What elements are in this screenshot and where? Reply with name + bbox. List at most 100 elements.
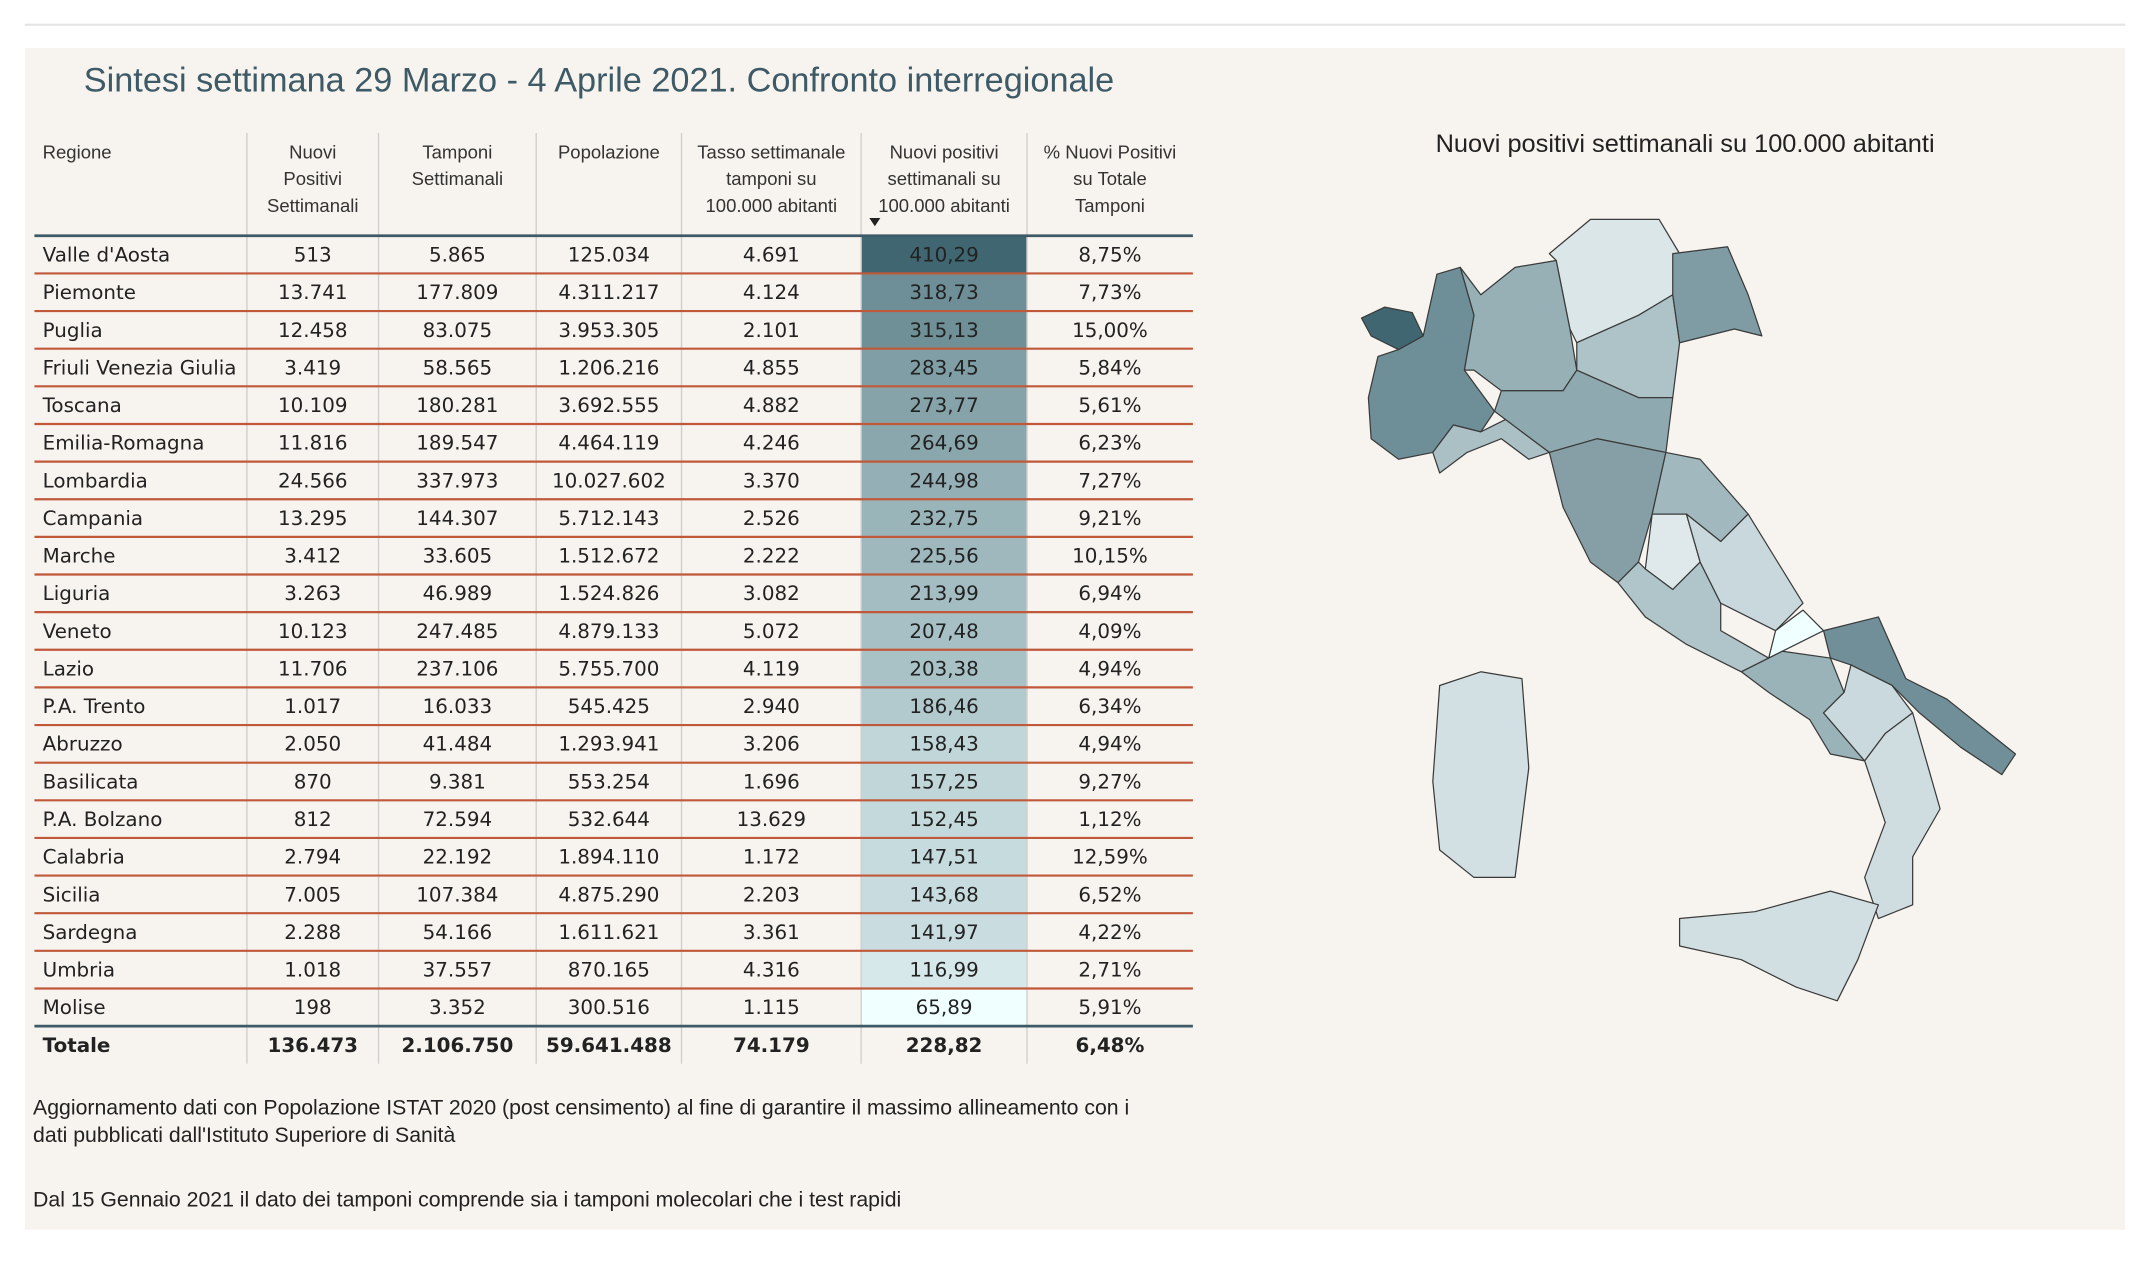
cell: 10.109 <box>278 394 348 417</box>
cell: 318,73 <box>909 281 979 304</box>
cell: 11.706 <box>278 657 348 680</box>
cell: 553.254 <box>568 770 650 793</box>
cell: 247.485 <box>416 620 498 643</box>
cell: 4.875.290 <box>558 883 659 906</box>
cell: 203,38 <box>909 657 979 680</box>
cell: 5.865 <box>429 243 486 266</box>
cell: 5.712.143 <box>558 507 659 530</box>
cell: 10.123 <box>278 620 348 643</box>
cell: 273,77 <box>909 394 979 417</box>
heat-cell <box>861 386 1028 424</box>
column-header: Tamponi <box>1075 195 1145 216</box>
cell: 10,15% <box>1072 545 1148 568</box>
cell: 213,99 <box>909 582 979 605</box>
heat-cell <box>861 762 1028 801</box>
cell: 9.381 <box>429 770 486 793</box>
cell: 189.547 <box>416 432 498 455</box>
region-friuli <box>1672 246 1763 344</box>
cell: 410,29 <box>909 243 979 266</box>
cell: 41.484 <box>423 733 493 756</box>
cell: 2,71% <box>1078 959 1141 982</box>
page-title: Sintesi settimana 29 Marzo - 4 Aprile 20… <box>84 61 1114 99</box>
cell: 1.611.621 <box>558 921 659 944</box>
cell: 11.816 <box>278 432 348 455</box>
cell: 244,98 <box>909 469 979 492</box>
cell: 116,99 <box>909 959 979 982</box>
cell: 3.352 <box>429 996 486 1019</box>
cell: 4,22% <box>1078 921 1141 944</box>
cell: 4.464.119 <box>558 432 659 455</box>
heat-cell <box>861 687 1028 726</box>
cell: 147,51 <box>909 846 979 869</box>
cell: 143,68 <box>909 883 979 906</box>
cell: 4.311.217 <box>558 281 659 304</box>
cell: 2.050 <box>284 733 341 756</box>
row-label: Toscana <box>42 394 122 417</box>
column-header: Settimanali <box>412 168 504 189</box>
cell: 6,94% <box>1078 582 1141 605</box>
cell: 1.696 <box>743 770 800 793</box>
cell: 2.106.750 <box>401 1034 513 1057</box>
cell: 1.172 <box>743 846 800 869</box>
cell: 1.115 <box>743 996 800 1019</box>
cell: 37.557 <box>423 959 493 982</box>
region-puglia <box>1822 616 2017 776</box>
cell: 59.641.488 <box>546 1034 672 1057</box>
cell: 6,52% <box>1078 883 1141 906</box>
column-header: Tasso settimanale <box>697 141 845 162</box>
cell: 12,59% <box>1072 846 1148 869</box>
heat-cell <box>861 800 1028 838</box>
heat-cell <box>861 837 1028 876</box>
cell: 4.882 <box>743 394 800 417</box>
cell: 7.005 <box>284 883 341 906</box>
cell: 6,23% <box>1078 432 1141 455</box>
cell: 3.370 <box>743 469 800 492</box>
cell: 5.072 <box>743 620 800 643</box>
cell: 300.516 <box>568 996 650 1019</box>
cell: 870 <box>294 770 332 793</box>
heat-cell <box>861 461 1028 500</box>
cell: 228,82 <box>906 1034 983 1057</box>
cell: 9,21% <box>1078 507 1141 530</box>
cell: 83.075 <box>423 319 493 342</box>
region-valle-aosta <box>1360 306 1424 351</box>
heat-cell <box>861 612 1028 650</box>
sort-indicator <box>869 217 881 227</box>
heat-cell <box>861 988 1028 1027</box>
cell: 264,69 <box>909 432 979 455</box>
cell: 74.179 <box>733 1034 810 1057</box>
row-label: Molise <box>43 996 106 1019</box>
column-header: Settimanali <box>267 195 359 216</box>
cell: 16.033 <box>423 695 493 718</box>
cell: 198 <box>294 996 332 1019</box>
cell: 1.017 <box>284 695 341 718</box>
cell: 13.741 <box>278 281 348 304</box>
row-label: Umbria <box>43 959 115 982</box>
cell: 3.206 <box>743 733 800 756</box>
cell: 107.384 <box>416 883 498 906</box>
cell: 12.458 <box>278 319 348 342</box>
heat-cell <box>861 536 1028 575</box>
cell: 3.412 <box>284 545 341 568</box>
cell: 157,25 <box>909 770 979 793</box>
note: Dal 15 Gennaio 2021 il dato dei tamponi … <box>33 1188 901 1212</box>
row-label: Liguria <box>43 582 111 605</box>
cell: 13.629 <box>737 808 806 831</box>
region-sicilia <box>1678 890 1880 1002</box>
cell: 3.082 <box>743 582 800 605</box>
row-label: Veneto <box>43 620 112 643</box>
column-header: Regione <box>43 141 112 162</box>
heat-cell <box>861 725 1028 763</box>
heat-cell <box>861 499 1028 537</box>
heat-cell <box>861 875 1028 914</box>
column-header: Tamponi <box>422 141 492 162</box>
cell: 177.809 <box>416 281 498 304</box>
heat-cell <box>861 273 1028 312</box>
cell: 65,89 <box>916 996 973 1019</box>
cell: 3.263 <box>284 582 341 605</box>
cell: 7,73% <box>1078 281 1141 304</box>
cell: 4.691 <box>743 243 800 266</box>
cell: 4.124 <box>743 281 800 304</box>
